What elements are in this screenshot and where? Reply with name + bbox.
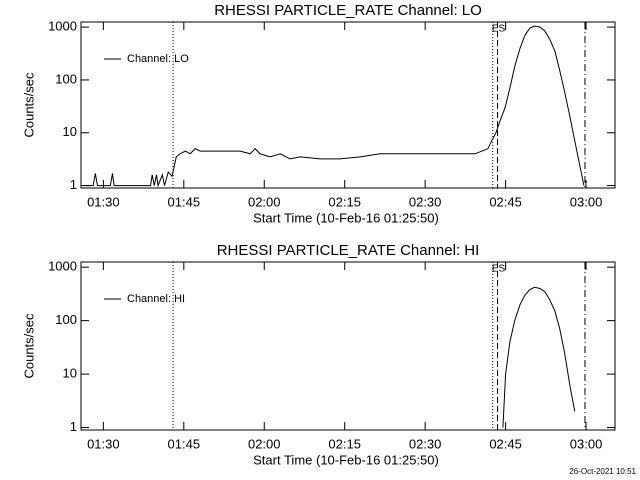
legend-label: Channel: LO [127, 53, 189, 65]
plot-area [83, 25, 585, 188]
plot-frame [80, 261, 616, 431]
x-tick-label: 02:15 [328, 436, 361, 451]
x-tick-label: 01:30 [87, 194, 120, 209]
y-tick-label: 10 [63, 124, 77, 139]
x-tick-label: 01:30 [87, 436, 120, 451]
x-tick-label: 01:45 [168, 436, 201, 451]
x-tick-label: 02:45 [489, 194, 522, 209]
y-tick-label: 1000 [48, 259, 77, 274]
y-tick-label: 1000 [48, 19, 77, 34]
x-tick-label: 02:45 [489, 436, 522, 451]
footer: 26-Oct-2021 10:51 [569, 467, 636, 476]
y-tick-label: 100 [55, 312, 77, 327]
x-tick-label: 03:00 [570, 436, 603, 451]
y-axis-label: Counts/sec [21, 313, 36, 379]
x-axis-label: Start Time (10-Feb-16 01:25:50) [253, 210, 439, 225]
x-tick-label: 02:30 [409, 436, 442, 451]
x-tick-label: 02:00 [248, 436, 281, 451]
annotation: ES [492, 264, 506, 275]
annotation: ES [492, 24, 506, 35]
legend-label: Channel: HI [127, 293, 185, 305]
y-tick-label: 100 [55, 71, 77, 86]
plot-frame [80, 21, 616, 189]
y-tick-label: 1 [70, 177, 77, 192]
y-tick-label: 10 [63, 366, 77, 381]
y-axis-label: Counts/sec [21, 72, 36, 138]
chart-title: RHESSI PARTICLE_RATE Channel: HI [217, 242, 480, 259]
x-tick-label: 02:00 [248, 194, 281, 209]
x-axis-label: Start Time (10-Feb-16 01:25:50) [253, 452, 439, 467]
x-tick-label: 02:30 [409, 194, 442, 209]
y-tick-label: 1 [70, 419, 77, 434]
x-tick-label: 03:00 [570, 194, 603, 209]
x-tick-label: 01:45 [168, 194, 201, 209]
plot-area [502, 286, 576, 428]
x-tick-label: 02:15 [328, 194, 361, 209]
data-line [502, 286, 576, 428]
data-line [83, 25, 585, 188]
chart-title: RHESSI PARTICLE_RATE Channel: LO [214, 2, 482, 19]
